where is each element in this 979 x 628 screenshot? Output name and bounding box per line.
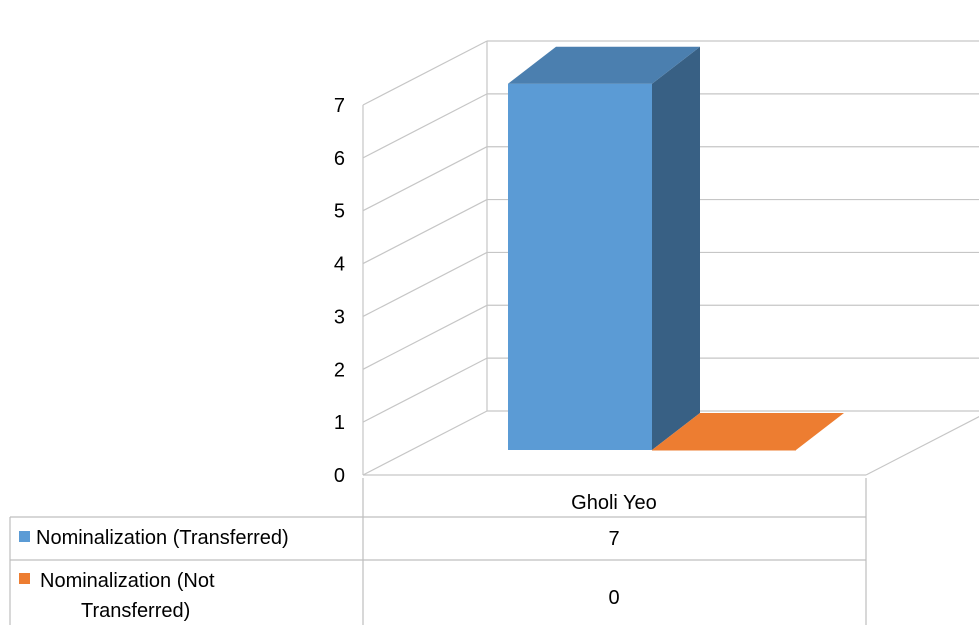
y-tick-label: 7 [334, 95, 345, 117]
gridline [362, 410, 488, 476]
table-row-label: Nominalization (Transferred) [36, 527, 289, 549]
y-tick-label: 4 [334, 254, 345, 276]
table-row-label: Transferred) [81, 600, 190, 622]
bars [508, 46, 844, 451]
floor-edge [865, 416, 979, 476]
bar-top [652, 413, 844, 450]
table-cell-value: 7 [608, 528, 619, 550]
bar-front [508, 83, 652, 450]
gridline [362, 40, 488, 106]
bar-not-transferred [652, 413, 844, 451]
bar-top [508, 46, 700, 84]
gridline [362, 146, 488, 212]
gridline [362, 199, 488, 265]
y-tick-label: 3 [334, 306, 345, 328]
category-label: Gholi Yeo [571, 492, 657, 514]
gridline [362, 251, 488, 317]
legend-swatch-not-transferred [19, 573, 30, 584]
gridline [362, 304, 488, 370]
y-axis-ticks: 0 1 2 3 4 5 6 7 [334, 95, 345, 487]
y-tick-label: 1 [334, 412, 345, 434]
bar-side [652, 46, 700, 450]
gridline [362, 93, 488, 159]
table-row-label: Nominalization (Not [40, 570, 215, 592]
gridline [362, 357, 488, 423]
y-tick-label: 2 [334, 359, 345, 381]
table-cell-value: 0 [608, 587, 619, 609]
bar-transferred [508, 46, 700, 450]
legend-swatch-transferred [19, 531, 30, 542]
bar-front [652, 450, 796, 451]
y-tick-label: 0 [334, 465, 345, 487]
data-table: Gholi Yeo Nominalization (Transferred) 7… [9, 478, 867, 625]
y-tick-label: 5 [334, 201, 345, 223]
y-tick-label: 6 [334, 148, 345, 170]
